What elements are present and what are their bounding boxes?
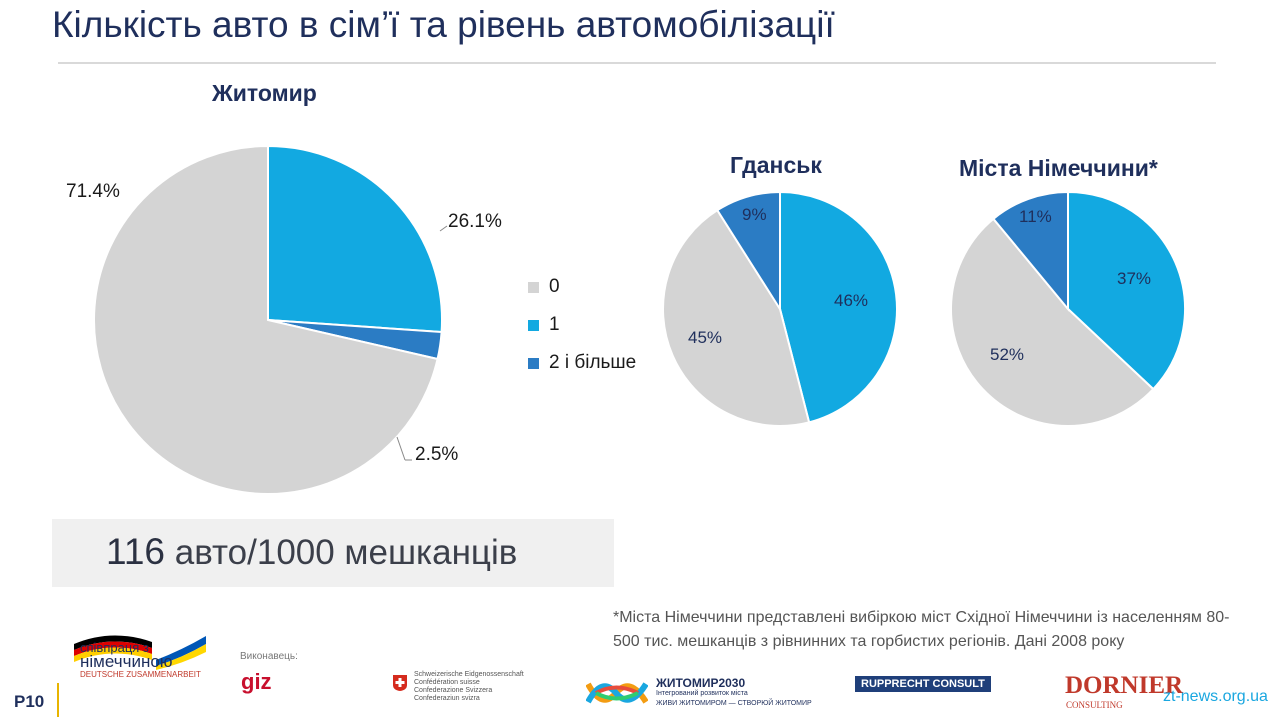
swiss-line-4: Confederaziun svizra [414,695,480,702]
zhytomyr2030-name: ЖИТОМИР2030 [656,676,746,690]
pie-zhytomyr [93,144,443,495]
page-number: P10 [14,692,45,711]
chart-title-gdansk: Гданськ [730,152,822,178]
data-label-gdansk-1: 46% [834,291,869,310]
legend-label-1: 1 [549,314,560,335]
pie-slice-pie2-1 [1067,190,1186,391]
data-label-gdansk-0: 45% [688,328,723,347]
legend-swatch-2 [528,357,539,369]
title-divider [58,62,1216,64]
cooperation-line2: німеччиною [80,652,173,671]
data-label-zhytomyr-1: 26.1% [448,211,502,232]
zhytomyr-knot-icon [585,682,649,704]
legend-swatch-1 [528,319,539,331]
chart-legend: 0 1 2 і більше [528,268,636,382]
legend-label-0: 0 [549,276,560,297]
cooperation-line1: співпраця з [80,640,149,655]
motorization-stat: 116 авто/1000 мешканців [106,531,517,573]
data-label-gdansk-2: 9% [742,205,767,224]
data-label-germany-0: 52% [990,345,1025,364]
leader-line-2 [396,436,406,461]
cooperation-line3: DEUTSCHE ZUSAMMENARBEIT [80,670,201,679]
data-label-germany-1: 37% [1117,269,1152,288]
leader-line-1 [439,225,448,232]
pie-slice-pie0-1 [267,144,443,334]
zhytomyr2030-sub1: Інтегрований розвиток міста [656,690,748,697]
pie-slice-pie1-2 [715,190,781,313]
page-title: Кількість авто в сім’ї та рівень автомоб… [52,4,835,45]
swiss-text: Schweizerische Eidgenossenschaft Confédé… [414,671,524,703]
legend-swatch-0 [528,281,539,293]
motorization-stat-number: 116 [106,531,165,572]
giz-logo: giz [241,669,272,694]
dornier-logo: DORNIER [1065,672,1184,699]
zhytomyr2030-sub2: ЖИВИ ЖИТОМИРОМ — СТВОРЮЙ ЖИТОМИР [656,700,812,707]
rupprecht-logo: RUPPRECHT CONSULT [855,676,991,692]
legend-item-2: 2 і більше [528,344,636,382]
pie-gdansk [662,190,898,427]
chart-title-zhytomyr: Житомир [212,80,317,106]
data-label-zhytomyr-2: 2.5% [415,444,459,465]
legend-item-0: 0 [528,268,636,306]
swiss-logo: Schweizerische Eidgenossenschaft Confédé… [392,671,524,702]
flags-ribbon-icon [74,635,206,670]
cooperation-logo: співпраця з німеччиною DEUTSCHE ZUSAMMEN… [72,630,212,679]
motorization-stat-box: 116 авто/1000 мешканців [52,519,614,587]
pie-germany [950,190,1186,427]
dornier-sub: CONSULTING [1066,700,1123,710]
pie-slice-pie1-0 [662,208,811,427]
swiss-line-2: Confédération suisse [414,679,480,686]
pie-slice-pie2-2 [992,190,1069,312]
footnote: *Міста Німеччини представлені вибіркою м… [613,609,1230,650]
footer-accent-bar [57,683,59,717]
data-label-germany-2: 11% [1019,207,1052,226]
swiss-line-1: Schweizerische Eidgenossenschaft [414,671,524,678]
pie-slice-pie1-1 [779,190,898,424]
watermark: zt-news.org.ua [1163,688,1268,705]
swiss-cross-icon [393,675,407,691]
chart-title-germany: Міста Німеччини* [959,155,1158,181]
motorization-stat-text: авто/1000 мешканців [174,533,518,572]
executor-label: Виконавець: [240,651,298,662]
zhytomyr2030-logo: ЖИТОМИР2030 Інтегрований розвиток міста … [585,676,812,715]
pie-slice-pie2-0 [950,217,1155,427]
legend-item-1: 1 [528,306,636,344]
data-label-zhytomyr-0: 71.4% [66,181,120,202]
pie-slice-pie0-0 [93,144,439,495]
legend-label-2: 2 і більше [549,352,637,373]
swiss-line-3: Confederazione Svizzera [414,687,493,694]
